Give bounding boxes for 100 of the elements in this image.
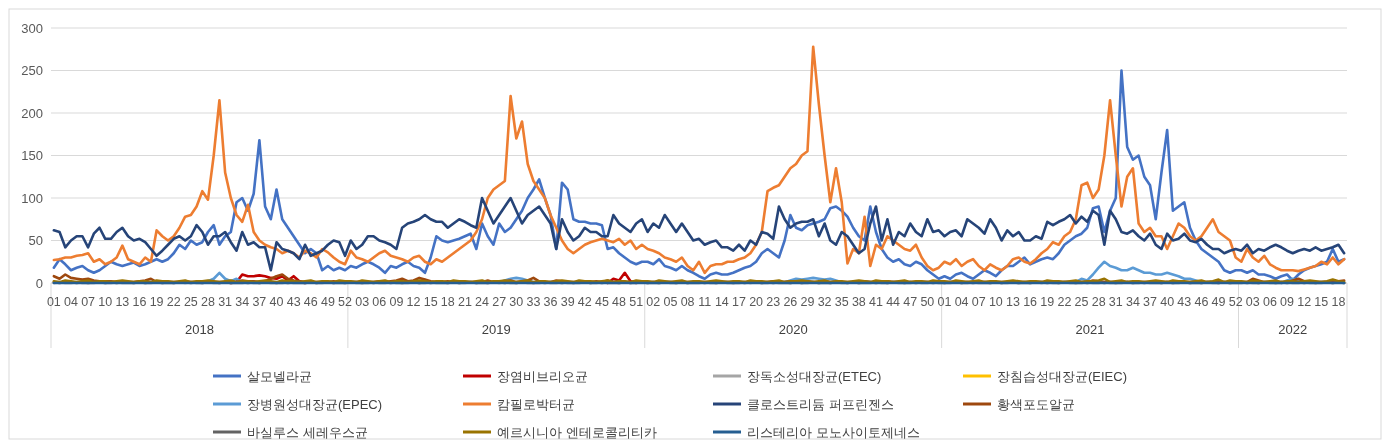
x-tick-label: 31 bbox=[218, 295, 233, 310]
legend-label: 바실루스 세레우스균 bbox=[247, 424, 368, 440]
x-tick-label: 52 bbox=[338, 295, 353, 310]
x-tick-label: 13 bbox=[115, 295, 130, 310]
text: 2018 bbox=[184, 321, 214, 337]
x-tick-label: 06 bbox=[372, 295, 387, 310]
y-tick-label: 250 bbox=[21, 63, 43, 79]
x-tick-label: 29 bbox=[800, 295, 815, 310]
legend-label: 살모넬라균 bbox=[247, 368, 312, 384]
x-tick-label: 04 bbox=[954, 295, 969, 310]
legend-label: 장독소성대장균(ETEC) bbox=[747, 368, 882, 384]
y-tick-label: 100 bbox=[21, 190, 43, 206]
legend-label: 예르시니아 엔테로콜리티카 bbox=[497, 424, 657, 440]
x-tick-label: 43 bbox=[286, 295, 301, 310]
x-tick-label: 49 bbox=[1211, 295, 1226, 310]
x-tick-label: 14 bbox=[714, 295, 729, 310]
x-tick-label: 40 bbox=[1160, 295, 1175, 310]
x-tick-label: 25 bbox=[183, 295, 198, 310]
x-tick-label: 10 bbox=[98, 295, 113, 310]
x-tick-label: 43 bbox=[1177, 295, 1192, 310]
x-tick-label: 33 bbox=[526, 295, 541, 310]
y-tick-label: 200 bbox=[21, 105, 43, 121]
x-tick-label: 11 bbox=[698, 295, 712, 310]
x-tick-label: 18 bbox=[1331, 295, 1346, 310]
x-tick-label: 08 bbox=[680, 295, 695, 310]
x-tick-label: 23 bbox=[766, 295, 781, 310]
x-tick-label: 50 bbox=[920, 295, 935, 310]
x-tick-label: 24 bbox=[475, 295, 490, 310]
text: 2022 bbox=[1278, 321, 1308, 337]
x-tick-label: 49 bbox=[320, 295, 335, 310]
legend-label: 장병원성대장균(EPEC) bbox=[247, 396, 383, 412]
text: 2019 bbox=[481, 321, 511, 337]
y-tick-label: 150 bbox=[21, 148, 43, 164]
x-tick-label: 19 bbox=[1040, 295, 1055, 310]
x-tick-label: 52 bbox=[1228, 295, 1243, 310]
y-tick-label: 0 bbox=[35, 275, 43, 291]
x-tick-label: 28 bbox=[201, 295, 215, 310]
x-tick-label: 25 bbox=[1074, 295, 1089, 310]
x-tick-label: 03 bbox=[355, 295, 370, 310]
x-tick-label: 22 bbox=[166, 295, 181, 310]
x-tick-label: 17 bbox=[732, 295, 746, 310]
x-tick-label: 07 bbox=[971, 295, 986, 310]
legend-label: 리스테리아 모노사이토제네스 bbox=[747, 424, 920, 440]
x-tick-label: 12 bbox=[406, 295, 421, 310]
x-tick-label: 21 bbox=[457, 295, 472, 310]
x-tick-label: 04 bbox=[64, 295, 78, 310]
x-tick-label: 15 bbox=[1314, 295, 1329, 310]
legend-label: 장침습성대장균(EIEC) bbox=[997, 368, 1127, 384]
x-tick-label: 45 bbox=[594, 295, 609, 310]
x-tick-label: 30 bbox=[509, 295, 524, 310]
x-tick-label: 28 bbox=[1091, 295, 1106, 310]
x-tick-label: 26 bbox=[783, 295, 798, 310]
x-tick-label: 18 bbox=[440, 295, 455, 310]
x-tick-label: 06 bbox=[1262, 295, 1277, 310]
x-tick-label: 13 bbox=[1006, 295, 1021, 310]
x-tick-label: 32 bbox=[817, 295, 832, 310]
x-tick-label: 07 bbox=[81, 295, 96, 310]
x-tick-label: 42 bbox=[577, 295, 592, 310]
x-tick-label: 01 bbox=[937, 295, 952, 310]
x-tick-label: 47 bbox=[903, 295, 918, 310]
x-tick-label: 46 bbox=[303, 295, 318, 310]
x-tick-label: 40 bbox=[269, 295, 284, 310]
x-tick-label: 22 bbox=[1057, 295, 1072, 310]
x-tick-label: 35 bbox=[834, 295, 849, 310]
x-tick-label: 34 bbox=[235, 295, 250, 310]
x-tick-label: 51 bbox=[629, 295, 644, 310]
legend-label: 장염비브리오균 bbox=[497, 368, 588, 384]
x-tick-label: 10 bbox=[988, 295, 1003, 310]
y-tick-label: 300 bbox=[21, 20, 43, 36]
x-tick-label: 20 bbox=[749, 295, 764, 310]
x-tick-label: 16 bbox=[132, 295, 147, 310]
x-tick-label: 05 bbox=[663, 295, 678, 310]
x-tick-label: 39 bbox=[560, 295, 575, 310]
x-tick-label: 09 bbox=[389, 295, 404, 310]
text: 2020 bbox=[778, 321, 808, 337]
x-tick-label: 37 bbox=[252, 295, 267, 310]
x-tick-label: 16 bbox=[1023, 295, 1038, 310]
x-tick-label: 27 bbox=[492, 295, 507, 310]
x-tick-label: 37 bbox=[1143, 295, 1158, 310]
x-tick-label: 44 bbox=[886, 295, 901, 310]
x-tick-label: 46 bbox=[1194, 295, 1209, 310]
text: 2021 bbox=[1075, 321, 1105, 337]
x-tick-label: 15 bbox=[423, 295, 438, 310]
legend-label: 클로스트리듐 퍼프린젠스 bbox=[747, 396, 894, 412]
x-tick-label: 12 bbox=[1297, 295, 1312, 310]
y-tick-label: 50 bbox=[28, 233, 43, 249]
x-tick-label: 09 bbox=[1280, 295, 1295, 310]
x-tick-label: 02 bbox=[646, 295, 661, 310]
x-tick-label: 41 bbox=[869, 295, 883, 310]
x-tick-label: 34 bbox=[1125, 295, 1140, 310]
x-tick-label: 31 bbox=[1108, 295, 1123, 310]
line-series bbox=[52, 196, 1346, 272]
x-tick-label: 36 bbox=[543, 295, 558, 310]
legend-label: 캄필로박터균 bbox=[497, 396, 575, 412]
x-tick-label: 03 bbox=[1245, 295, 1260, 310]
legend-label: 황색포도알균 bbox=[997, 396, 1075, 412]
x-tick-label: 48 bbox=[612, 295, 627, 310]
x-tick-label: 19 bbox=[149, 295, 164, 310]
x-tick-label: 38 bbox=[851, 295, 866, 310]
x-tick-label: 01 bbox=[46, 295, 61, 310]
